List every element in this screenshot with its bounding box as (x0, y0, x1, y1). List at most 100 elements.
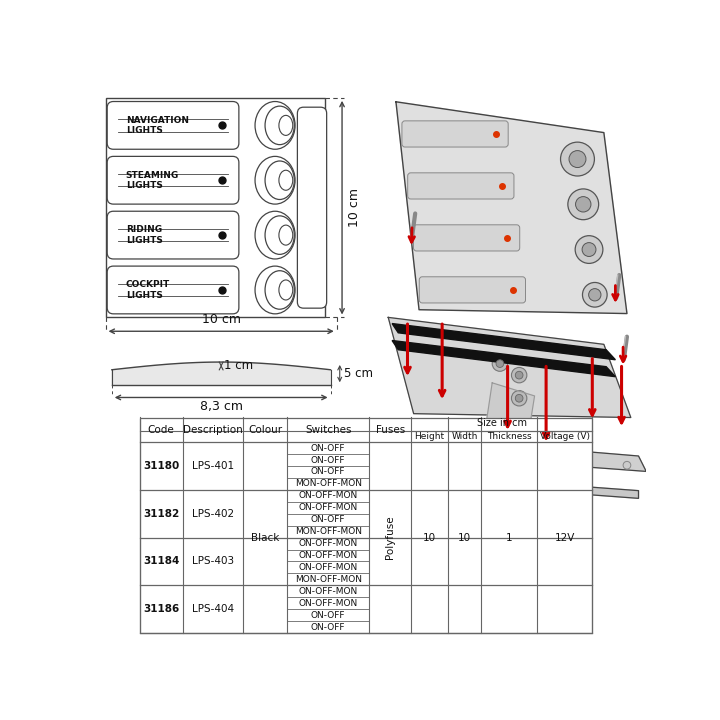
Text: 10 cm: 10 cm (202, 313, 240, 326)
Text: Height: Height (415, 432, 444, 441)
Ellipse shape (279, 115, 293, 135)
Polygon shape (392, 341, 616, 377)
Text: 10 cm: 10 cm (348, 188, 361, 228)
Polygon shape (378, 434, 647, 472)
Text: Colour: Colour (248, 425, 282, 435)
Text: Fuses: Fuses (376, 425, 405, 435)
Text: Thickness: Thickness (487, 432, 531, 441)
Polygon shape (388, 318, 631, 418)
Circle shape (589, 289, 601, 301)
Polygon shape (396, 102, 627, 313)
Text: 12V: 12V (554, 533, 575, 543)
Ellipse shape (265, 161, 294, 199)
Circle shape (568, 189, 598, 220)
Text: ON-OFF: ON-OFF (311, 611, 346, 620)
Text: MON-OFF-MON: MON-OFF-MON (294, 575, 361, 584)
Text: 31182: 31182 (143, 509, 179, 518)
Circle shape (575, 197, 591, 212)
Text: 31184: 31184 (143, 557, 179, 567)
Text: ON-OFF: ON-OFF (311, 516, 346, 524)
Text: LPS-401: LPS-401 (192, 461, 234, 471)
Text: LPS-402: LPS-402 (192, 509, 234, 518)
Text: STEAMING
LIGHTS: STEAMING LIGHTS (420, 181, 457, 192)
Text: ON-OFF: ON-OFF (311, 444, 346, 453)
Text: COCKPIT
LIGHTS: COCKPIT LIGHTS (126, 280, 170, 300)
Ellipse shape (255, 102, 295, 149)
Circle shape (569, 150, 586, 168)
FancyBboxPatch shape (107, 211, 239, 259)
Circle shape (561, 142, 595, 176)
Text: ON-OFF-MON: ON-OFF-MON (299, 599, 358, 608)
Circle shape (516, 395, 523, 402)
Text: Polyfuse: Polyfuse (385, 516, 395, 559)
Ellipse shape (279, 225, 293, 245)
FancyBboxPatch shape (402, 121, 508, 147)
FancyBboxPatch shape (107, 266, 239, 314)
Polygon shape (485, 383, 534, 444)
Ellipse shape (279, 170, 293, 190)
Polygon shape (112, 362, 330, 385)
Text: Description: Description (183, 425, 243, 435)
Bar (140, 418, 593, 633)
Text: 31186: 31186 (143, 604, 179, 614)
Text: ON-OFF: ON-OFF (311, 623, 346, 631)
Text: RIDING
LIGHTS: RIDING LIGHTS (426, 233, 451, 243)
Text: LPS-404: LPS-404 (192, 604, 234, 614)
Text: ON-OFF-MON: ON-OFF-MON (299, 587, 358, 596)
Text: Switches: Switches (305, 425, 351, 435)
FancyBboxPatch shape (107, 156, 239, 204)
Circle shape (384, 442, 392, 450)
Text: COCKPIT
LIGHTS: COCKPIT LIGHTS (431, 284, 462, 295)
Circle shape (496, 360, 504, 367)
Text: NAVIGATION
LIGHTS: NAVIGATION LIGHTS (126, 116, 189, 135)
Circle shape (511, 390, 527, 406)
FancyBboxPatch shape (408, 173, 514, 199)
Text: ON-OFF: ON-OFF (311, 467, 346, 477)
Text: 31180: 31180 (143, 461, 179, 471)
Ellipse shape (265, 106, 294, 145)
Polygon shape (378, 472, 639, 498)
Text: ON-OFF-MON: ON-OFF-MON (299, 563, 358, 572)
FancyBboxPatch shape (413, 225, 520, 251)
Text: MON-OFF-MON: MON-OFF-MON (294, 527, 361, 536)
Text: ON-OFF: ON-OFF (311, 456, 346, 464)
Text: ON-OFF-MON: ON-OFF-MON (299, 491, 358, 500)
Text: ON-OFF-MON: ON-OFF-MON (299, 551, 358, 560)
FancyBboxPatch shape (419, 276, 526, 303)
Text: 1: 1 (506, 533, 513, 543)
Ellipse shape (279, 280, 293, 300)
Circle shape (516, 372, 523, 379)
Text: LPS-403: LPS-403 (192, 557, 234, 567)
Circle shape (511, 367, 527, 383)
Ellipse shape (255, 266, 295, 314)
Circle shape (582, 282, 607, 307)
Text: Voltage (V): Voltage (V) (539, 432, 590, 441)
Circle shape (575, 235, 603, 264)
Polygon shape (392, 323, 616, 360)
Text: ON-OFF-MON: ON-OFF-MON (299, 503, 358, 513)
Bar (106, 98, 325, 318)
Text: 5 cm: 5 cm (343, 367, 372, 380)
Text: Black: Black (251, 533, 279, 543)
Text: NAVIGATION
LIGHTS: NAVIGATION LIGHTS (414, 129, 458, 140)
Text: ON-OFF-MON: ON-OFF-MON (299, 539, 358, 548)
Text: Size in cm: Size in cm (477, 418, 527, 428)
Text: 10: 10 (423, 533, 436, 543)
Text: 1 cm: 1 cm (224, 359, 253, 372)
Ellipse shape (255, 211, 295, 259)
FancyBboxPatch shape (297, 107, 327, 308)
Text: 8,3 cm: 8,3 cm (199, 400, 243, 413)
Text: Width: Width (451, 432, 477, 441)
Circle shape (582, 243, 596, 256)
Ellipse shape (255, 156, 295, 204)
Text: RIDING
LIGHTS: RIDING LIGHTS (126, 225, 163, 245)
Ellipse shape (265, 216, 294, 254)
Text: Code: Code (148, 425, 174, 435)
Ellipse shape (265, 271, 294, 309)
Circle shape (623, 462, 631, 469)
Text: STEAMING
LIGHTS: STEAMING LIGHTS (126, 171, 179, 190)
Text: MON-OFF-MON: MON-OFF-MON (294, 480, 361, 488)
Text: 10: 10 (458, 533, 471, 543)
Circle shape (492, 356, 508, 372)
FancyBboxPatch shape (107, 102, 239, 149)
